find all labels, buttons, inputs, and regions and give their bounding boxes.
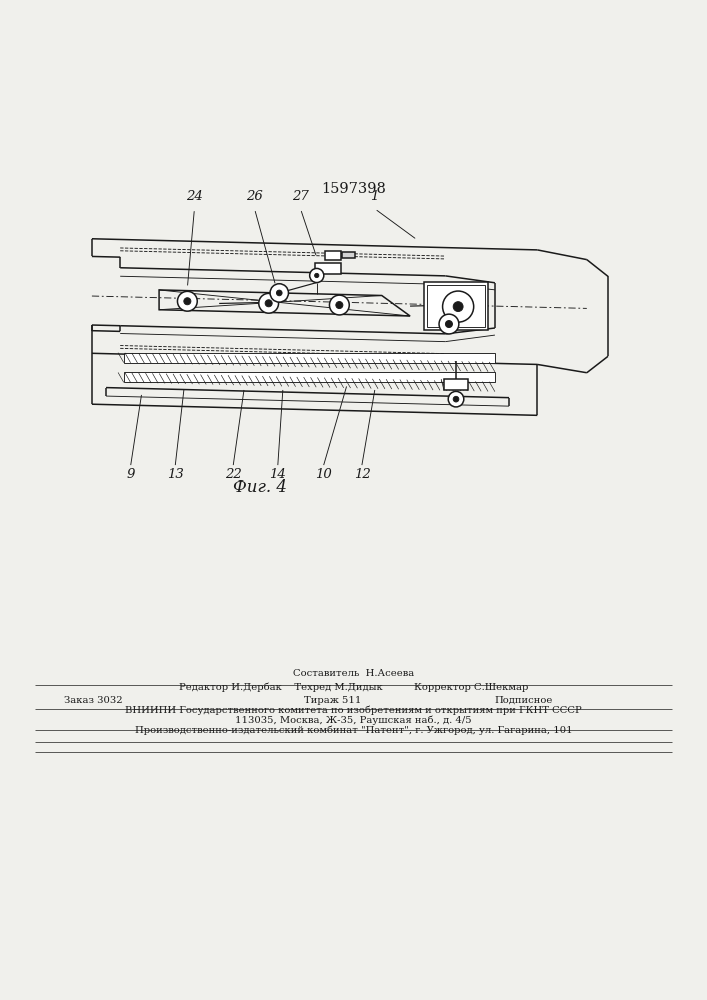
Text: 22: 22: [225, 468, 242, 481]
Circle shape: [453, 302, 463, 312]
Circle shape: [443, 291, 474, 322]
Text: Производственно-издательский комбинат "Патент", г. Ужгород, ул. Гагарина, 101: Производственно-издательский комбинат "П…: [135, 725, 572, 735]
Circle shape: [315, 273, 319, 278]
Circle shape: [439, 314, 459, 334]
Text: 9: 9: [127, 468, 135, 481]
Text: Составитель  Н.Асеева: Составитель Н.Асеева: [293, 669, 414, 678]
Circle shape: [448, 391, 464, 407]
Circle shape: [177, 291, 197, 311]
Circle shape: [270, 284, 288, 302]
Circle shape: [329, 295, 349, 315]
Bar: [427, 285, 485, 327]
Text: 113035, Москва, Ж-35, Раушская наб., д. 4/5: 113035, Москва, Ж-35, Раушская наб., д. …: [235, 715, 472, 725]
Bar: [424, 282, 488, 330]
Text: Подписное: Подписное: [495, 696, 554, 705]
Text: 13: 13: [167, 468, 184, 481]
Circle shape: [310, 268, 324, 283]
Circle shape: [453, 396, 459, 402]
Circle shape: [445, 321, 452, 328]
Circle shape: [259, 293, 279, 313]
Bar: [325, 251, 341, 260]
Text: ВНИИПИ Государственного комитета по изобретениям и открытиям при ГКНТ СССР: ВНИИПИ Государственного комитета по изоб…: [125, 705, 582, 715]
Circle shape: [276, 290, 282, 296]
Text: 12: 12: [354, 468, 370, 481]
Text: 24: 24: [186, 190, 203, 203]
Bar: [315, 263, 341, 274]
Text: 27: 27: [292, 190, 309, 203]
Bar: [124, 353, 495, 363]
Circle shape: [184, 298, 191, 305]
Text: Фиг. 4: Фиг. 4: [233, 479, 287, 496]
Bar: [342, 252, 355, 258]
Text: 10: 10: [315, 468, 332, 481]
Text: 1597398: 1597398: [321, 182, 386, 196]
Bar: [124, 372, 495, 382]
Circle shape: [265, 300, 272, 307]
Text: 1: 1: [370, 190, 379, 203]
Circle shape: [336, 302, 343, 309]
Text: 26: 26: [246, 190, 263, 203]
Text: Тираж 511: Тираж 511: [304, 696, 361, 705]
Text: 14: 14: [269, 468, 286, 481]
Text: Заказ 3032: Заказ 3032: [64, 696, 122, 705]
Bar: [444, 379, 468, 390]
Text: Редактор И.Дербак    Техред М.Дидык          Корректор С.Шекмар: Редактор И.Дербак Техред М.Дидык Коррект…: [179, 683, 528, 692]
